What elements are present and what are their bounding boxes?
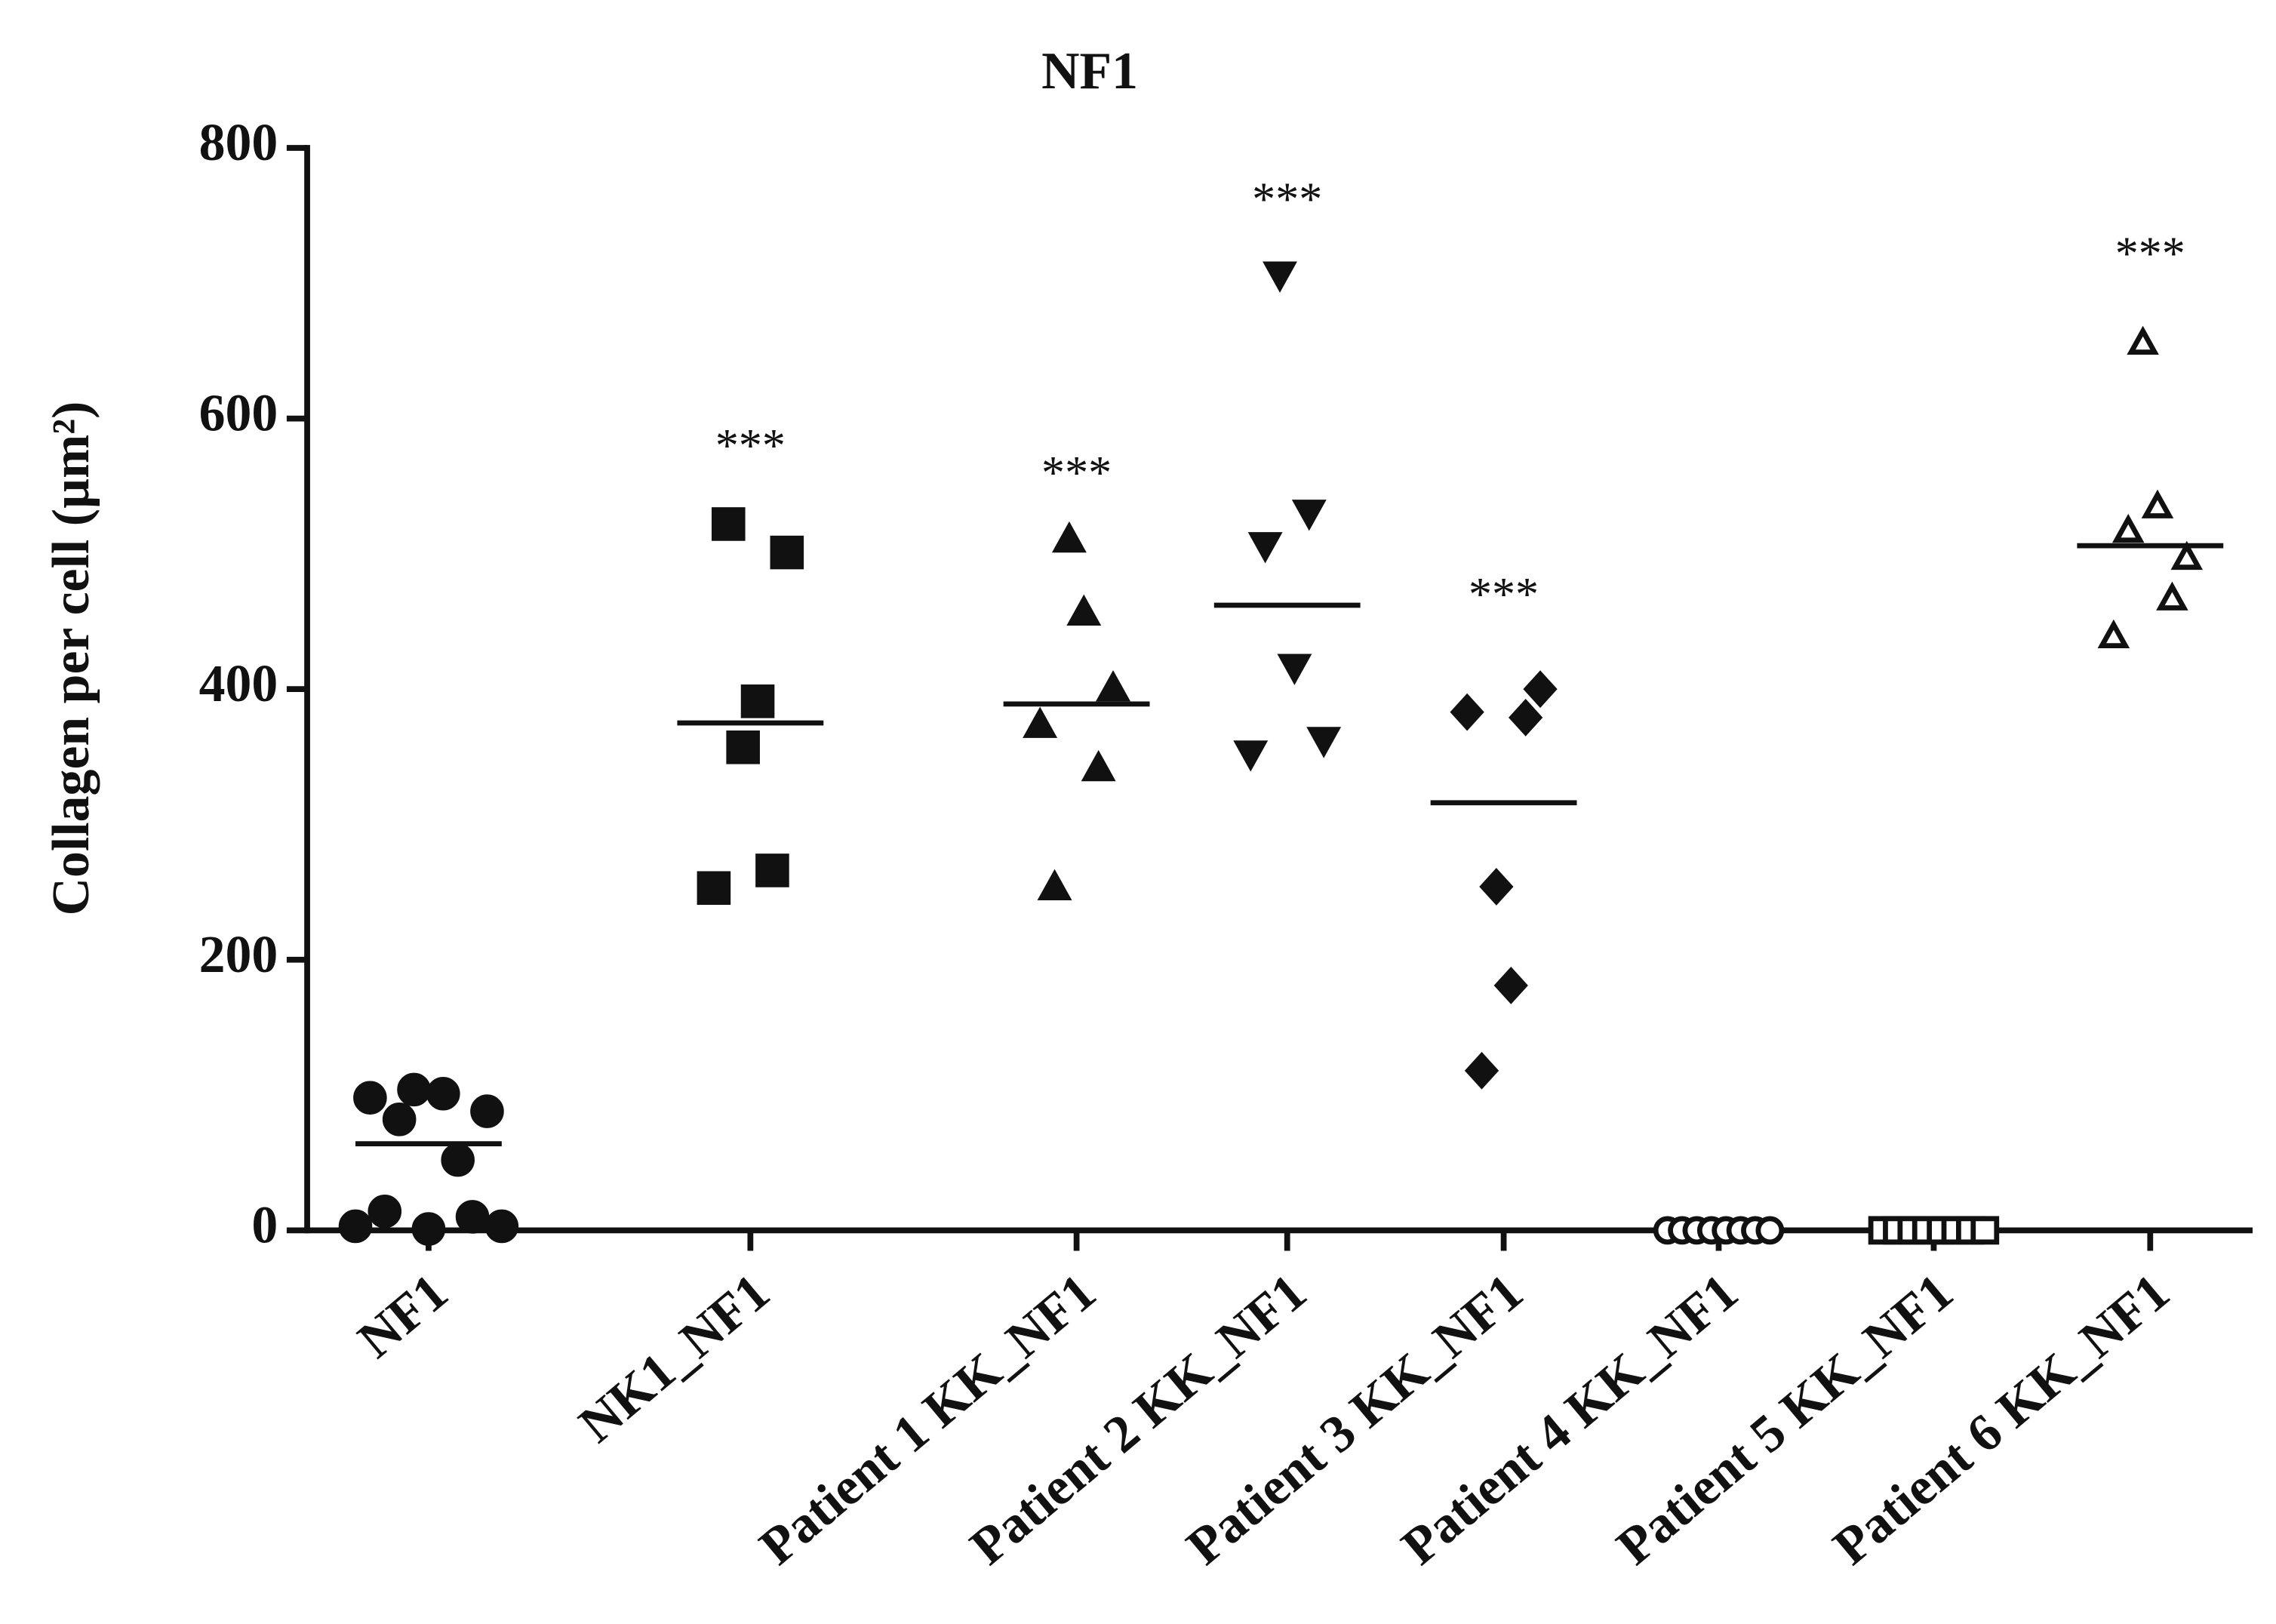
significance-label: ***: [1041, 448, 1112, 499]
point: [740, 684, 775, 718]
point: [353, 1081, 387, 1115]
point: [411, 1212, 446, 1246]
point: [1291, 500, 1327, 531]
point: [1051, 521, 1087, 553]
point: [382, 1103, 417, 1136]
point: [1066, 594, 1102, 626]
point: [1755, 1216, 1785, 1245]
point: [1493, 966, 1528, 1004]
point: [368, 1194, 402, 1229]
point: [455, 1200, 490, 1234]
point: [1081, 749, 1116, 782]
point: [2127, 325, 2159, 355]
significance-label: ***: [715, 420, 786, 472]
point: [726, 730, 760, 764]
point: [1096, 670, 1131, 702]
chart-title: NF1: [1041, 42, 1138, 100]
point: [755, 854, 789, 887]
point: [1523, 670, 1558, 709]
y-tick-label: 200: [199, 926, 278, 984]
point: [1464, 1051, 1499, 1090]
point: [1970, 1216, 2000, 1245]
y-axis-label: Collagen per cell (µm²): [42, 401, 100, 916]
significance-label: ***: [1252, 174, 1322, 226]
x-tick-label: NF1: [347, 1263, 458, 1369]
point: [426, 1076, 460, 1111]
point: [1450, 693, 1484, 731]
point: [1479, 868, 1514, 906]
point: [1037, 869, 1072, 900]
y-tick-label: 600: [199, 385, 278, 443]
point: [1233, 740, 1269, 772]
significance-label: ***: [2115, 228, 2185, 279]
point: [1023, 706, 1058, 738]
y-tick-label: 400: [199, 655, 278, 713]
significance-label: ***: [1469, 569, 1539, 620]
y-tick-label: 0: [251, 1196, 278, 1254]
point: [1306, 727, 1342, 758]
point: [1247, 532, 1283, 564]
point: [470, 1094, 504, 1128]
point: [1277, 654, 1312, 685]
point: [484, 1209, 519, 1244]
point: [770, 535, 804, 570]
point: [2170, 540, 2204, 571]
point: [2111, 513, 2145, 543]
point: [1509, 698, 1543, 737]
point: [441, 1143, 475, 1177]
x-tick-label: NK1_NF1: [568, 1263, 780, 1453]
point: [338, 1209, 373, 1244]
point: [711, 507, 746, 541]
point: [1263, 261, 1297, 293]
point: [397, 1072, 431, 1107]
point: [2097, 619, 2130, 649]
point: [697, 871, 731, 906]
point: [2141, 489, 2174, 518]
point: [2156, 581, 2188, 611]
y-tick-label: 800: [199, 114, 278, 172]
